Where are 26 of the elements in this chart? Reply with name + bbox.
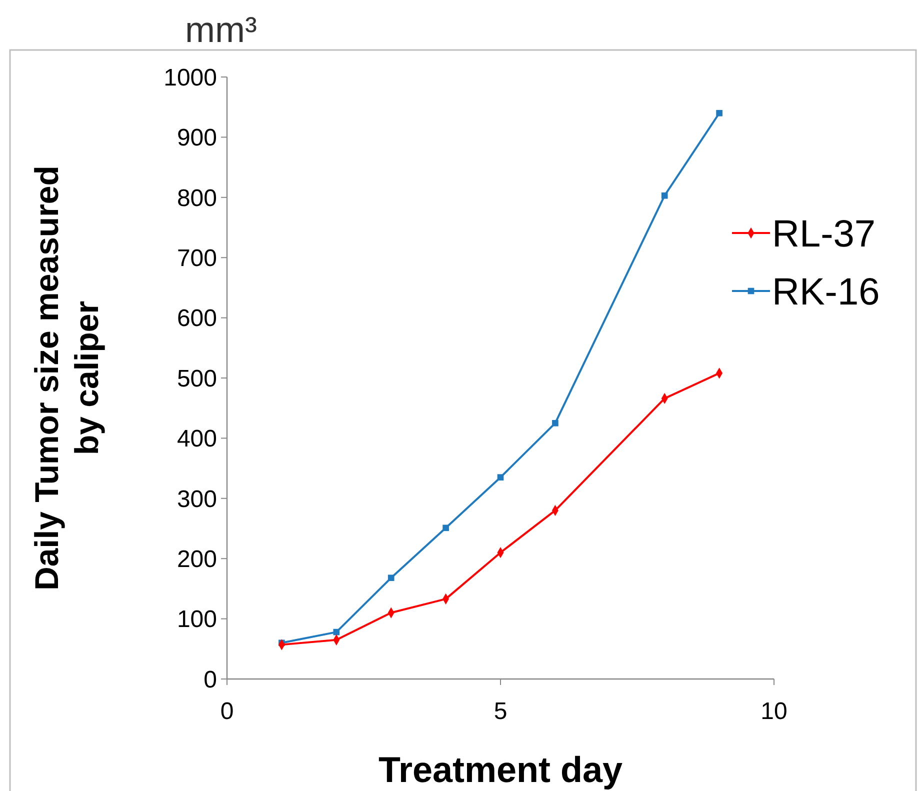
point (716, 110, 722, 116)
text: mm³ (185, 9, 257, 50)
y-tick-label: 900 (176, 124, 217, 152)
legend-label: RK-16 (772, 271, 880, 314)
point (497, 474, 504, 480)
y-tick-label: 800 (176, 184, 217, 212)
x-axis-title: Treatment day (378, 749, 623, 790)
x-tick-label: 10 (760, 698, 788, 725)
x-tick-label: 5 (494, 698, 508, 725)
y-tick-label: 500 (176, 365, 217, 392)
point (442, 524, 449, 532)
y-tick-label: 700 (176, 245, 217, 272)
point (552, 420, 558, 426)
point (388, 574, 394, 582)
y-tick-label: 0 (204, 666, 217, 694)
point (333, 628, 340, 636)
legend-label: RL-37 (772, 213, 876, 256)
y-tick-label: 200 (176, 546, 217, 573)
point (661, 192, 668, 199)
y-tick-label: 100 (176, 606, 217, 634)
x-tick-label: 0 (220, 698, 234, 725)
y-tick-label: 400 (176, 426, 217, 453)
y-axis-title: Daily Tumor size measured by caliper (28, 166, 105, 590)
y-tick-label: 1000 (164, 64, 217, 92)
y-tick-label: 300 (176, 486, 217, 513)
y-tick-label: 600 (176, 305, 217, 332)
